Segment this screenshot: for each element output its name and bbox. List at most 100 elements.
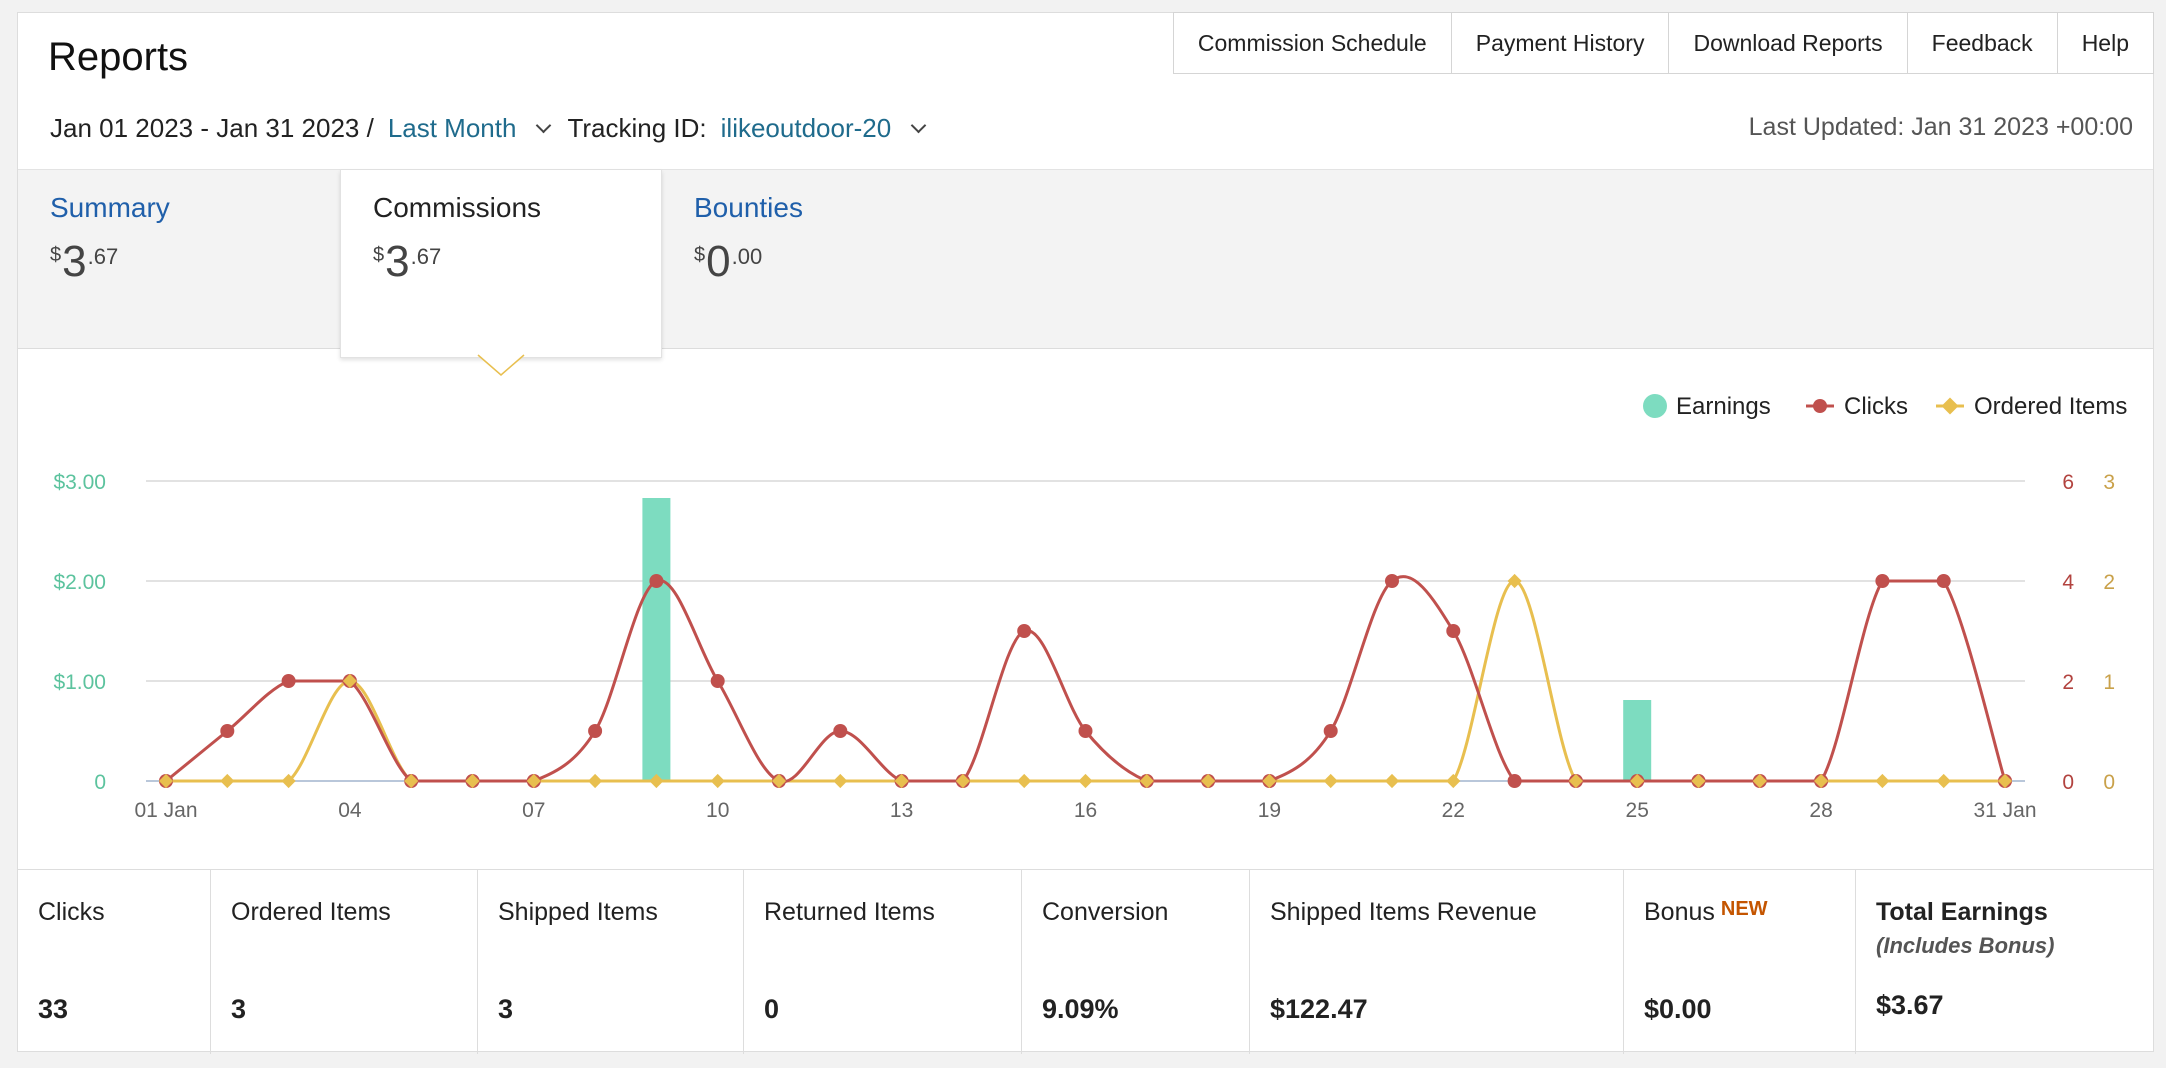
x-axis-tick-label: 13 bbox=[890, 799, 913, 822]
x-axis-tick-label: 28 bbox=[1809, 799, 1832, 822]
ordered-items-point bbox=[1936, 773, 1951, 789]
chevron-down-icon[interactable] bbox=[910, 117, 927, 134]
y-axis-items-label: 2 bbox=[2103, 571, 2115, 594]
stat-label: Clicks bbox=[38, 898, 105, 926]
y-axis-earnings-label: 0 bbox=[94, 771, 106, 794]
stat-label: Returned Items bbox=[764, 898, 935, 926]
clicks-point bbox=[281, 674, 296, 688]
earnings-bar bbox=[1623, 700, 1652, 781]
tab-label: Summary bbox=[50, 192, 170, 223]
ordered-items-point bbox=[710, 773, 725, 789]
clicks-point bbox=[220, 724, 235, 738]
stat-total-earnings: Total Earnings (Includes Bonus) $3.67 bbox=[1856, 870, 2153, 1054]
feedback-button[interactable]: Feedback bbox=[1907, 12, 2058, 74]
y-axis-items-label: 3 bbox=[2103, 471, 2115, 494]
stat-value: 33 bbox=[38, 994, 69, 1024]
tab-amount: $3.67 bbox=[373, 240, 661, 284]
earnings-bar bbox=[642, 498, 671, 781]
legend-items-marker bbox=[1941, 397, 1959, 415]
stat-label: Total Earnings bbox=[1876, 898, 2048, 926]
stat-ordered-items: Ordered Items 3 bbox=[211, 870, 478, 1054]
ordered-items-point bbox=[1017, 773, 1032, 789]
y-axis-earnings-label: $1.00 bbox=[53, 671, 106, 694]
stat-sublabel: (Includes Bonus) bbox=[1876, 933, 2055, 958]
legend-clicks-marker bbox=[1813, 399, 1827, 413]
y-axis-earnings-label: $2.00 bbox=[53, 571, 106, 594]
commission-schedule-button[interactable]: Commission Schedule bbox=[1172, 12, 1452, 74]
tab-summary[interactable]: Summary $3.67 bbox=[18, 170, 340, 348]
y-axis-items-label: 1 bbox=[2103, 671, 2115, 694]
ordered-items-point bbox=[771, 773, 787, 789]
clicks-point bbox=[1936, 574, 1951, 588]
stat-label: Ordered Items bbox=[231, 898, 391, 926]
tab-bounties[interactable]: Bounties $0.00 bbox=[662, 170, 984, 348]
legend-earnings-marker bbox=[1643, 394, 1667, 418]
stat-value: $0.00 bbox=[1644, 994, 1712, 1024]
clicks-point bbox=[1875, 574, 1890, 588]
tracking-id-dropdown[interactable]: ilikeoutdoor-20 bbox=[720, 113, 892, 143]
clicks-point bbox=[710, 674, 725, 688]
last-updated: Last Updated: Jan 31 2023 +00:00 bbox=[1748, 113, 2133, 141]
stat-bonus: Bonus NEW $0.00 bbox=[1624, 870, 1856, 1054]
ordered-items-point bbox=[1446, 773, 1461, 789]
legend-earnings-label: Earnings bbox=[1676, 393, 1771, 420]
x-axis-tick-label: 07 bbox=[522, 799, 545, 822]
amount-cents: .67 bbox=[410, 244, 442, 269]
period-dropdown[interactable]: Last Month bbox=[387, 113, 517, 143]
stat-label: Bonus bbox=[1644, 898, 1715, 926]
y-axis-earnings-label: $3.00 bbox=[53, 471, 106, 494]
stat-label: Conversion bbox=[1042, 898, 1169, 926]
stat-shipped-items: Shipped Items 3 bbox=[478, 870, 744, 1054]
amount-whole: 3 bbox=[62, 237, 87, 286]
stat-label-wrap: Bonus NEW bbox=[1644, 898, 1855, 927]
ordered-items-point bbox=[588, 773, 603, 789]
x-axis-tick-label: 16 bbox=[1074, 799, 1097, 822]
y-axis-clicks-label: 6 bbox=[2062, 471, 2074, 494]
earnings-chart: 0 0 0 $1.00 2 1 $2.00 4 2 $3.00 6 3 01 Jan 04 07 10 13 16… bbox=[53, 354, 2127, 822]
help-button[interactable]: Help bbox=[2057, 12, 2154, 74]
ordered-items-point bbox=[1507, 573, 1522, 589]
stat-label: Shipped Items bbox=[498, 898, 658, 926]
amount-whole: 0 bbox=[706, 237, 731, 286]
download-reports-button[interactable]: Download Reports bbox=[1669, 12, 1908, 74]
stat-value: $122.47 bbox=[1270, 994, 1368, 1024]
clicks-point bbox=[1323, 724, 1338, 738]
reports-panel: Reports Commission Schedule Payment Hist… bbox=[17, 12, 2154, 1054]
stat-value: 9.09% bbox=[1042, 994, 1119, 1024]
stat-value: $3.67 bbox=[1876, 990, 1944, 1020]
currency-symbol: $ bbox=[373, 244, 385, 266]
ordered-items-point bbox=[1201, 773, 1216, 789]
x-axis-tick-label: 10 bbox=[706, 799, 729, 822]
date-range: Jan 01 2023 - Jan 31 2023 / bbox=[50, 113, 374, 143]
clicks-point bbox=[588, 724, 603, 738]
clicks-point bbox=[649, 574, 664, 588]
tab-commissions[interactable]: Commissions $3.67 bbox=[340, 170, 662, 358]
ordered-items-point bbox=[1997, 773, 2013, 789]
tab-pointer-icon bbox=[477, 354, 525, 376]
ordered-items-point bbox=[1078, 773, 1093, 789]
ordered-items-point bbox=[1691, 773, 1706, 789]
x-axis-tick-label: 31 Jan bbox=[1973, 799, 2036, 822]
ordered-items-point bbox=[1814, 773, 1829, 789]
y-axis-clicks-label: 2 bbox=[2062, 671, 2074, 694]
clicks-point bbox=[1385, 574, 1399, 588]
ordered-items-point bbox=[1568, 773, 1583, 789]
ordered-items-point bbox=[1752, 773, 1767, 789]
ordered-items-point bbox=[1384, 773, 1400, 789]
ordered-items-point bbox=[220, 773, 235, 789]
ordered-items-point bbox=[1139, 773, 1154, 789]
clicks-point bbox=[1446, 624, 1461, 638]
payment-history-button[interactable]: Payment History bbox=[1451, 12, 1670, 74]
amount-cents: .67 bbox=[87, 244, 119, 269]
stat-clicks: Clicks 33 bbox=[18, 870, 211, 1054]
stat-value: 3 bbox=[231, 994, 247, 1024]
report-filters: Jan 01 2023 - Jan 31 2023 / Last Month T… bbox=[50, 113, 942, 144]
x-axis-tick-label: 19 bbox=[1258, 799, 1281, 822]
currency-symbol: $ bbox=[50, 244, 62, 266]
tab-amount: $0.00 bbox=[694, 240, 984, 284]
x-axis-tick-label: 01 Jan bbox=[134, 799, 197, 822]
tracking-id-label: Tracking ID: bbox=[567, 113, 707, 143]
ordered-items-point bbox=[955, 773, 970, 789]
clicks-point bbox=[1507, 774, 1522, 788]
chevron-down-icon[interactable] bbox=[536, 117, 552, 134]
